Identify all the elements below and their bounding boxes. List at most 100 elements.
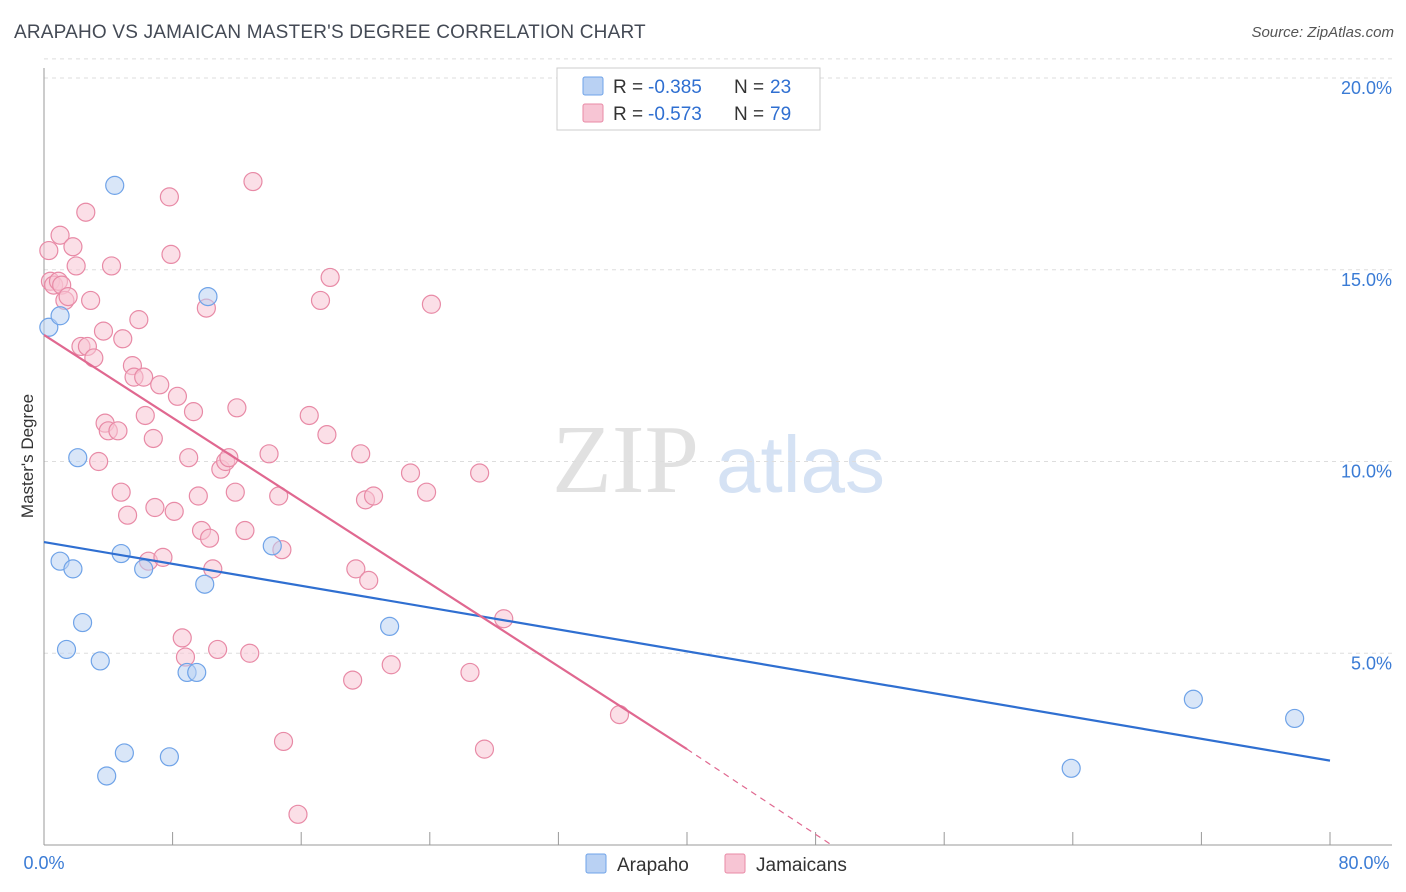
jamaicans-point [299, 405, 319, 426]
jamaicans-point [183, 402, 204, 422]
jamaicans-point [235, 520, 255, 541]
jamaicans-point [208, 639, 228, 660]
jamaicans-point [58, 286, 78, 307]
watermark: ZIP atlas [552, 406, 885, 514]
jamaicans-point [363, 486, 384, 506]
arapaho-point [1183, 689, 1203, 709]
arapaho-point [195, 574, 215, 594]
jamaicans-point [310, 290, 331, 311]
jamaicans-point [381, 655, 401, 675]
jamaicans-point [474, 739, 495, 759]
jamaicans-point [227, 398, 247, 418]
jamaicans-point [93, 321, 114, 341]
stats-legend: R = -0.385 N = 23 R = -0.573 N = 79 [556, 67, 821, 131]
jamaicans-point [172, 628, 192, 648]
jamaicans-point [416, 482, 437, 502]
chart-title: ARAPAHO VS JAMAICAN MASTER'S DEGREE CORR… [14, 22, 646, 43]
jamaicans-trend-line [43, 334, 688, 751]
arapaho-point [380, 616, 400, 637]
legend-swatch-jamaicans [724, 853, 746, 874]
jamaicans-point [101, 256, 122, 276]
jamaicans-point [225, 482, 245, 502]
jamaicans-point [113, 329, 133, 349]
jamaicans-point [273, 731, 294, 752]
jamaicans-trend-extension [686, 748, 833, 846]
jamaicans-point [164, 501, 184, 521]
jamaicans-point [159, 187, 179, 207]
legend-r-value: -0.385 [648, 77, 702, 98]
arapaho-point [187, 662, 207, 683]
jamaicans-point [129, 310, 149, 330]
jamaicans-point [63, 237, 83, 257]
jamaicans-point [343, 670, 363, 690]
jamaicans-point [317, 425, 337, 445]
legend-r-label: R = [613, 104, 643, 125]
legend-swatch-jamaicans [582, 103, 604, 123]
jamaicans-point [259, 444, 279, 464]
legend-n-value: 23 [770, 77, 791, 98]
arapaho-point [114, 743, 134, 763]
legend-swatch-arapaho [582, 76, 604, 96]
trend-lines [43, 334, 1331, 846]
jamaicans-point [346, 559, 366, 579]
jamaicans-point [76, 202, 96, 222]
jamaicans-point [243, 171, 263, 192]
arapaho-point [63, 559, 83, 579]
gridlines [44, 58, 1392, 654]
arapaho-point [262, 536, 282, 556]
x-tick-label-max: 80.0% [1338, 853, 1389, 873]
jamaicans-point [135, 405, 155, 426]
arapaho-point [56, 639, 77, 660]
jamaicans-point [111, 482, 131, 502]
jamaicans-point [145, 497, 165, 518]
legend-n-value: 79 [770, 104, 791, 125]
y-tick-label: 5.0% [1351, 653, 1392, 673]
jamaicans-point [470, 463, 490, 483]
jamaicans-point [108, 421, 128, 441]
x-axis-ticks [43, 832, 1331, 845]
legend-label-jamaicans: Jamaicans [756, 855, 847, 876]
arapaho-point [1285, 708, 1305, 729]
legend-r-value: -0.573 [648, 104, 702, 125]
jamaicans-point [143, 428, 163, 449]
watermark-atlas: atlas [716, 420, 885, 509]
jamaicans-point [39, 240, 59, 261]
jamaicans-point [179, 448, 199, 468]
jamaicans-point [240, 643, 260, 663]
legend-n-label: N = [734, 104, 764, 125]
jamaicans-point [320, 267, 340, 288]
arapaho-point [72, 612, 93, 633]
jamaicans-point [219, 448, 239, 468]
arapaho-trend-line [43, 540, 1331, 762]
arapaho-point [134, 559, 154, 579]
jamaicans-point [117, 505, 138, 525]
jamaicans-point [161, 244, 181, 265]
arapaho-point [39, 317, 59, 337]
arapaho-point [50, 306, 70, 326]
jamaicans-point [359, 570, 379, 590]
arapaho-point [1061, 758, 1081, 778]
jamaicans-point [89, 451, 109, 472]
series-jamaicans-points [39, 171, 630, 824]
jamaicans-point [351, 444, 371, 464]
jamaicans-point [66, 256, 86, 276]
legend-r-label: R = [613, 77, 643, 98]
series-legend: Arapaho Jamaicans [585, 853, 847, 876]
jamaicans-point [167, 386, 188, 406]
arapaho-point [105, 175, 125, 195]
arapaho-point [90, 651, 110, 671]
jamaicans-point [134, 367, 154, 387]
legend-swatch-arapaho [585, 853, 607, 874]
jamaicans-point [81, 290, 101, 311]
y-tick-label: 15.0% [1341, 270, 1392, 290]
series-arapaho-points [39, 175, 1305, 786]
jamaicans-point [609, 705, 630, 725]
x-tick-label-min: 0.0% [23, 853, 64, 873]
y-tick-labels: 5.0% 10.0% 15.0% 20.0% [1341, 78, 1392, 673]
jamaicans-point [460, 662, 480, 683]
jamaicans-point [288, 804, 308, 824]
arapaho-point [198, 286, 218, 307]
jamaicans-point [188, 486, 208, 506]
legend-n-label: N = [734, 77, 764, 98]
